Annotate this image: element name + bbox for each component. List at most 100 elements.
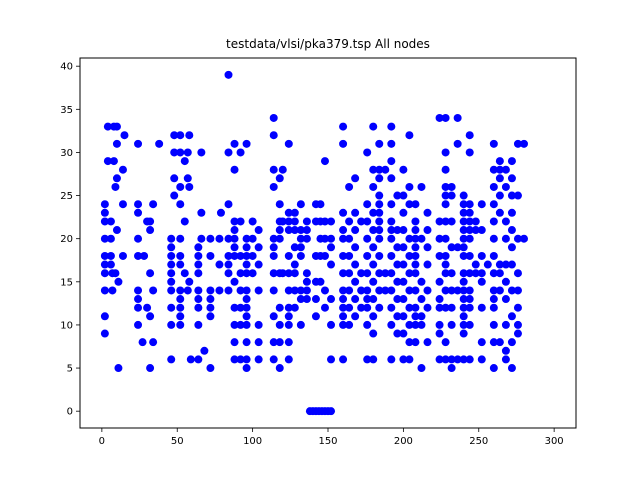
data-point: [489, 182, 498, 191]
data-point: [399, 260, 408, 269]
data-point: [206, 286, 215, 295]
data-point: [103, 122, 112, 131]
data-point: [369, 355, 378, 364]
data-point: [471, 217, 480, 226]
data-point: [230, 243, 239, 252]
data-point: [180, 217, 189, 226]
data-point: [363, 234, 372, 243]
y-tick-label: 0: [67, 407, 73, 418]
data-point: [118, 165, 127, 174]
data-point: [224, 251, 233, 260]
data-point: [513, 234, 522, 243]
data-point: [296, 234, 305, 243]
data-point: [236, 303, 245, 312]
data-point: [242, 320, 251, 329]
data-point: [185, 277, 194, 286]
data-point: [471, 269, 480, 278]
data-point: [106, 260, 115, 269]
data-point: [275, 364, 284, 373]
data-point: [146, 226, 155, 235]
data-point: [108, 286, 117, 295]
data-point: [501, 277, 510, 286]
data-point: [183, 286, 192, 295]
data-point: [477, 277, 486, 286]
data-point: [441, 355, 450, 364]
data-point: [477, 269, 486, 278]
data-point: [459, 269, 468, 278]
data-point: [146, 364, 155, 373]
data-point: [224, 200, 233, 209]
data-point: [477, 200, 486, 209]
data-point: [100, 217, 109, 226]
data-point: [411, 312, 420, 321]
data-point: [405, 182, 414, 191]
data-point: [316, 277, 325, 286]
data-point: [363, 286, 372, 295]
data-point: [411, 217, 420, 226]
data-point: [296, 286, 305, 295]
data-point: [320, 303, 329, 312]
data-point: [155, 139, 164, 148]
data-point: [242, 243, 251, 252]
data-point: [399, 226, 408, 235]
data-point: [465, 148, 474, 157]
data-point: [248, 251, 257, 260]
data-point: [489, 217, 498, 226]
data-point: [507, 191, 516, 200]
data-point: [363, 148, 372, 157]
y-tick-label: 5: [67, 364, 73, 375]
data-point: [106, 234, 115, 243]
data-point: [206, 303, 215, 312]
data-point: [167, 355, 176, 364]
data-point: [387, 251, 396, 260]
data-point: [465, 355, 474, 364]
data-point: [447, 320, 456, 329]
data-point: [363, 295, 372, 304]
data-point: [215, 260, 224, 269]
data-point: [381, 269, 390, 278]
data-point: [411, 200, 420, 209]
data-point: [411, 303, 420, 312]
data-point: [194, 269, 203, 278]
data-point: [284, 338, 293, 347]
data-point: [296, 243, 305, 252]
data-point: [185, 182, 194, 191]
data-point: [501, 182, 510, 191]
data-point: [357, 217, 366, 226]
data-point: [393, 260, 402, 269]
data-point: [230, 303, 239, 312]
data-point: [290, 243, 299, 252]
data-point: [501, 320, 510, 329]
data-point: [477, 251, 486, 260]
data-point: [411, 286, 420, 295]
y-tick-label: 35: [60, 105, 73, 116]
data-point: [411, 243, 420, 252]
data-point: [465, 286, 474, 295]
data-point: [459, 243, 468, 252]
data-point: [501, 234, 510, 243]
data-point: [513, 286, 522, 295]
data-point: [393, 277, 402, 286]
data-points: [100, 70, 528, 416]
data-point: [387, 234, 396, 243]
data-point: [180, 157, 189, 166]
data-point: [453, 139, 462, 148]
data-point: [441, 234, 450, 243]
data-point: [345, 182, 354, 191]
data-point: [387, 139, 396, 148]
data-point: [275, 200, 284, 209]
data-point: [134, 234, 143, 243]
data-point: [459, 320, 468, 329]
data-point: [441, 191, 450, 200]
data-point: [465, 269, 474, 278]
data-point: [411, 260, 420, 269]
data-point: [302, 277, 311, 286]
data-point: [100, 286, 109, 295]
data-point: [459, 251, 468, 260]
data-point: [284, 208, 293, 217]
data-point: [302, 234, 311, 243]
data-point: [447, 286, 456, 295]
data-point: [170, 131, 179, 140]
data-point: [465, 251, 474, 260]
